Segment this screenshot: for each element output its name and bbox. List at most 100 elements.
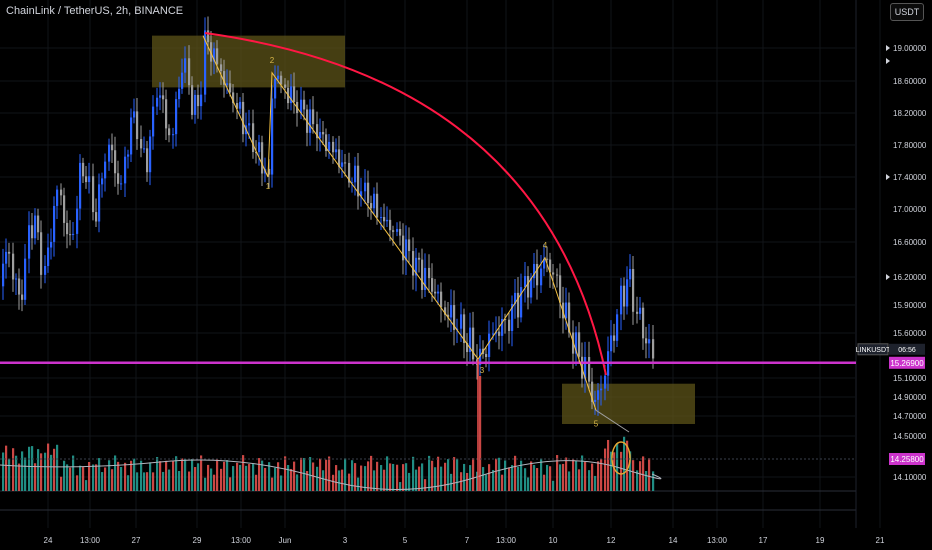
- candle-body: [642, 307, 645, 339]
- volume-bar: [540, 458, 543, 491]
- last-price-badge-text: 15.26900: [890, 359, 924, 368]
- candle-body: [588, 357, 591, 382]
- candle-body: [472, 327, 475, 360]
- volume-bar: [159, 461, 162, 491]
- candle-body: [82, 162, 85, 177]
- candle-body: [559, 275, 562, 303]
- time-tick-label: 21: [876, 536, 885, 545]
- candle-body: [399, 228, 402, 236]
- wave-label: 5: [594, 419, 599, 428]
- volume-bar: [376, 461, 379, 491]
- volume-bar: [85, 480, 88, 491]
- candle-body: [223, 71, 226, 85]
- candle-body: [610, 335, 613, 352]
- candle-body: [645, 338, 648, 344]
- time-tick-label: 29: [193, 536, 202, 545]
- candle-body: [584, 357, 587, 379]
- volume-bar: [37, 449, 40, 491]
- candle-body: [98, 184, 101, 222]
- volume-bar: [280, 475, 283, 491]
- volume-bar: [623, 436, 626, 491]
- candle-body: [418, 257, 421, 260]
- time-tick-label: 12: [607, 536, 616, 545]
- volume-bar: [242, 455, 245, 491]
- volume-bar: [527, 477, 530, 491]
- volume-bar: [508, 467, 511, 491]
- volume-bar: [450, 473, 453, 491]
- volume-bar: [69, 467, 72, 491]
- candle-body: [408, 239, 411, 252]
- volume-bar: [482, 467, 485, 491]
- candle-body: [453, 305, 456, 330]
- candle-body: [364, 182, 367, 192]
- candle-body: [229, 83, 232, 93]
- symbol-badge: [857, 343, 889, 356]
- candle-body: [504, 318, 507, 320]
- currency-button[interactable]: USDT: [890, 3, 924, 21]
- candle-body: [600, 388, 603, 391]
- candle-body: [5, 251, 8, 264]
- bottom-zone: [562, 383, 695, 424]
- price-tick-label: 15.90000: [893, 301, 927, 310]
- candle-body: [127, 154, 130, 157]
- volume-bar: [66, 464, 69, 491]
- candle-body: [568, 302, 571, 333]
- volume-bar: [133, 458, 136, 491]
- candle-body: [66, 222, 69, 235]
- candle-body: [207, 30, 210, 43]
- candle-body: [338, 149, 341, 167]
- price-tick-label: 16.60000: [893, 238, 927, 247]
- volume-bar: [322, 470, 325, 491]
- candle-body: [120, 183, 123, 185]
- candle-body: [367, 182, 370, 204]
- candle-body: [18, 278, 21, 295]
- volume-bar: [428, 455, 431, 491]
- candle-body: [117, 173, 120, 184]
- candle-body: [357, 165, 360, 197]
- candle-body: [402, 235, 405, 261]
- volume-bar: [248, 464, 251, 491]
- candle-body: [597, 390, 600, 400]
- volume-bars: [0, 376, 856, 491]
- candle-body: [191, 85, 194, 115]
- candle-body: [389, 219, 392, 231]
- price-tick-label: 14.50000: [893, 432, 927, 441]
- candle-body: [293, 86, 296, 102]
- volume-bar: [60, 476, 63, 491]
- wave-label: 4: [543, 241, 548, 250]
- volume-bar: [312, 462, 315, 491]
- volume-bar: [437, 456, 440, 491]
- candle-body: [300, 99, 303, 114]
- candle-body: [172, 134, 175, 136]
- volume-bar: [108, 460, 111, 491]
- price-tick-label: 18.60000: [893, 77, 927, 86]
- volume-bar: [296, 474, 299, 491]
- candle-body: [492, 333, 495, 335]
- candle-body: [639, 307, 642, 314]
- time-tick-label: 14: [669, 536, 678, 545]
- candle-body: [380, 217, 383, 219]
- candle-body: [332, 141, 335, 153]
- candle-body: [431, 278, 434, 292]
- candle-body: [236, 103, 239, 109]
- volume-bar: [44, 452, 47, 491]
- candle-body: [79, 162, 82, 209]
- volume-bar: [600, 459, 603, 491]
- candle-body: [175, 99, 178, 135]
- volume-bar: [232, 466, 235, 491]
- volume-bar: [213, 474, 216, 491]
- time-tick-label: 13:00: [496, 536, 517, 545]
- volume-bar: [8, 458, 11, 491]
- candle-body: [104, 161, 107, 179]
- volume-bar: [184, 459, 187, 491]
- volume-bar: [552, 480, 555, 491]
- volume-bar: [5, 445, 8, 491]
- candle-body: [213, 48, 216, 62]
- candle-body: [392, 230, 395, 232]
- volume-bar: [165, 460, 168, 491]
- candle-body: [575, 332, 578, 354]
- volume-bar: [293, 461, 296, 491]
- volume-bar: [543, 474, 546, 491]
